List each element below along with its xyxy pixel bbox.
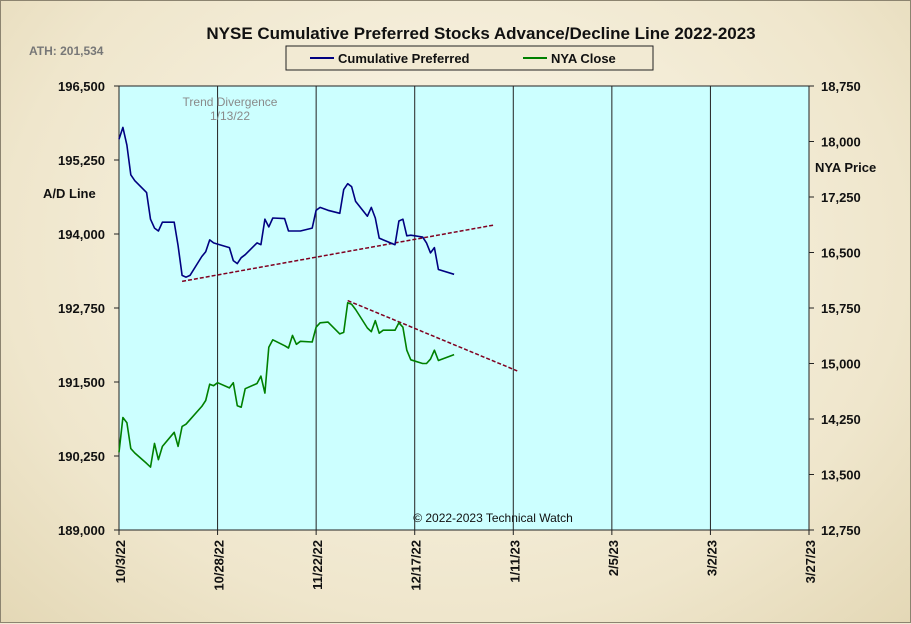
series-layer (118, 126, 455, 468)
left-tick-label: 189,000 (58, 523, 105, 538)
copyright: © 2022-2023 Technical Watch (413, 511, 573, 525)
right-tick-label: 15,750 (821, 301, 861, 316)
right-tick-label: 16,500 (821, 246, 861, 261)
x-tick-label: 1/11/23 (507, 540, 522, 583)
left-tick-label: 196,500 (58, 79, 105, 94)
x-tick-label: 3/27/23 (803, 540, 818, 583)
right-tick-label: 15,000 (821, 357, 861, 372)
trendline (347, 299, 518, 372)
right-tick-label: 13,500 (821, 468, 861, 483)
annotation-line-1: Trend Divergence (183, 95, 278, 109)
legend-label-cumulative-preferred: Cumulative Preferred (338, 51, 470, 66)
x-tick-label: 11/22/22 (310, 540, 325, 590)
left-tick-label: 194,000 (58, 227, 105, 242)
left-tick-label: 191,500 (58, 375, 105, 390)
legend: Cumulative Preferred NYA Close (285, 45, 654, 71)
legend-label-nya-close: NYA Close (551, 51, 616, 66)
annotation-line-2: 1/13/22 (210, 109, 250, 123)
x-tick-label: 12/17/22 (409, 540, 424, 591)
series-line-nya-close (118, 302, 455, 468)
legend-box (285, 45, 654, 71)
right-tick-label: 17,250 (821, 190, 861, 205)
chart-title: NYSE Cumulative Preferred Stocks Advance… (206, 24, 755, 43)
x-tick-label: 2/5/23 (606, 540, 621, 576)
right-axis-title: NYA Price (815, 160, 876, 175)
ath-label: ATH: 201,534 (29, 44, 104, 58)
left-axis-ticks: 196,500 195,250 194,000 192,750 191,500 190,2… (58, 79, 119, 538)
trendline (181, 224, 494, 283)
x-axis-ticks: 10/3/22 10/28/22 11/22/22 12/17/22 1/11/23 2/… (113, 86, 818, 591)
right-tick-label: 18,000 (821, 135, 861, 150)
x-tick-label: 3/2/23 (704, 540, 719, 576)
right-tick-label: 12,750 (821, 523, 861, 538)
right-tick-label: 14,250 (821, 412, 861, 427)
left-tick-label: 190,250 (58, 449, 105, 464)
left-tick-label: 192,750 (58, 301, 105, 316)
trendlines (181, 224, 518, 372)
right-tick-label: 18,750 (821, 79, 861, 94)
left-axis-title: A/D Line (43, 186, 96, 201)
x-tick-label: 10/3/22 (113, 540, 128, 583)
left-tick-label: 195,250 (58, 153, 105, 168)
x-tick-label: 10/28/22 (212, 540, 227, 591)
plot-area (118, 85, 810, 531)
series-line-cumulative-preferred (118, 126, 455, 278)
right-axis-ticks: 18,750 18,000 17,250 16,500 15,750 15,000 14,2… (809, 79, 861, 538)
